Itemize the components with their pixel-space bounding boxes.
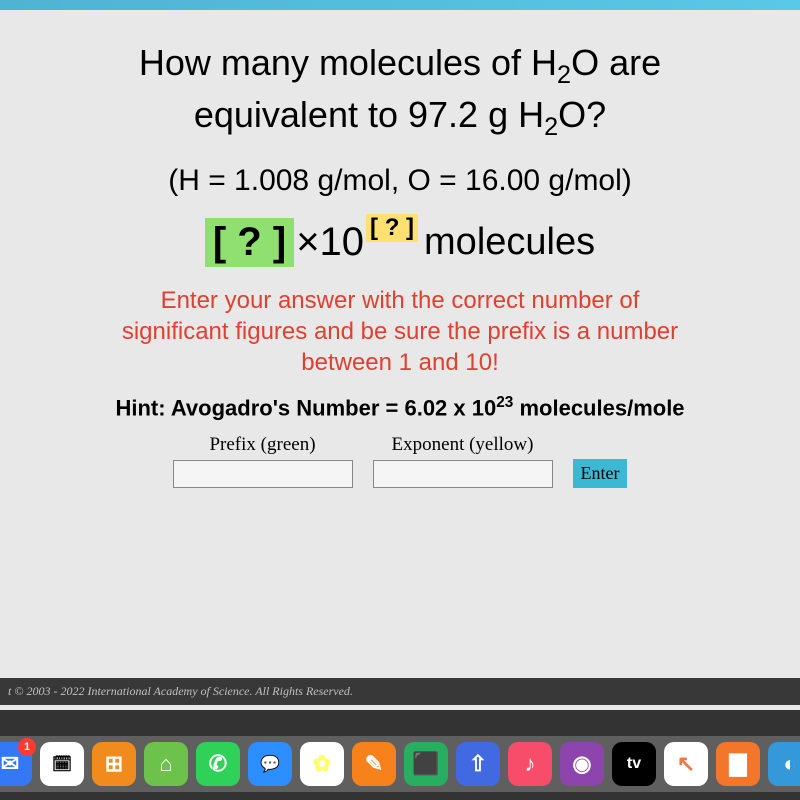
exponent-input-group: Exponent (yellow) [373, 434, 553, 488]
prefix-input[interactable] [173, 460, 353, 488]
exponent-label: Exponent (yellow) [392, 434, 534, 456]
subscript-1: 2 [557, 61, 571, 89]
hint-exponent: 23 [496, 394, 513, 411]
dock-app-icon[interactable]: 🗓 [40, 742, 84, 786]
dock-area: ⚪✉1🗓⊞⌂✆💬✿✎⬛⇧♪◉tv↖▇◐A [0, 710, 800, 800]
dock-app-icon[interactable]: ⬛ [404, 742, 448, 786]
subscript-2: 2 [544, 113, 558, 141]
dock-app-icon[interactable]: ✎ [352, 742, 396, 786]
given-values: (H = 1.008 g/mol, O = 16.00 g/mol) [70, 164, 730, 198]
question-line-1: How many molecules of H2O are [70, 40, 730, 92]
prefix-label: Prefix (green) [209, 434, 315, 456]
prefix-placeholder: [ ? ] [205, 218, 294, 267]
dock-app-icon[interactable]: ▇ [716, 742, 760, 786]
instruction-line-3: between 1 and 10! [70, 347, 730, 378]
copyright-bar: t © 2003 - 2022 International Academy of… [0, 678, 800, 705]
dock-app-icon[interactable]: ✿ [300, 742, 344, 786]
hint-suffix: molecules/mole [513, 396, 684, 421]
question-text-2b: O? [558, 94, 606, 135]
exponent-input[interactable] [373, 460, 553, 488]
question-text-1a: How many molecules of H [139, 42, 557, 83]
dock-app-icon[interactable]: tv [612, 742, 656, 786]
dock-app-icon[interactable]: ◉ [560, 742, 604, 786]
unit-label: molecules [424, 221, 595, 264]
dock-app-icon[interactable]: ◐ [768, 742, 800, 786]
dock-app-icon[interactable]: ↖ [664, 742, 708, 786]
hint-text: Hint: Avogadro's Number = 6.02 x 1023 mo… [70, 394, 730, 421]
dock-app-icon[interactable]: ⇧ [456, 742, 500, 786]
input-row: Prefix (green) Exponent (yellow) Enter [70, 434, 730, 488]
dock-app-icon[interactable]: 💬 [248, 742, 292, 786]
question-text-1b: O are [571, 42, 661, 83]
question-text-2a: equivalent to 97.2 g H [194, 94, 544, 135]
prefix-input-group: Prefix (green) [173, 434, 353, 488]
window-top-bar [0, 0, 800, 10]
dock-app-icon[interactable]: ⊞ [92, 742, 136, 786]
instruction-text: Enter your answer with the correct numbe… [70, 285, 730, 379]
instruction-line-1: Enter your answer with the correct numbe… [70, 285, 730, 316]
instruction-line-2: significant figures and be sure the pref… [70, 316, 730, 347]
content-area: How many molecules of H2O are equivalent… [0, 10, 800, 518]
dock-app-icon[interactable]: ✆ [196, 742, 240, 786]
dock-app-icon[interactable]: ♪ [508, 742, 552, 786]
times-ten: ×10 [296, 220, 364, 265]
question-line-2: equivalent to 97.2 g H2O? [70, 92, 730, 144]
notification-badge: 1 [18, 738, 36, 756]
dock-app-icon[interactable]: ⌂ [144, 742, 188, 786]
enter-button[interactable]: Enter [573, 459, 628, 488]
dock-app-icon[interactable]: ✉1 [0, 742, 32, 786]
answer-template: [ ? ]×10[ ? ]molecules [70, 218, 730, 267]
macos-dock: ⚪✉1🗓⊞⌂✆💬✿✎⬛⇧♪◉tv↖▇◐A [0, 736, 800, 792]
app-window: How many molecules of H2O are equivalent… [0, 0, 800, 800]
exponent-placeholder: [ ? ] [366, 214, 418, 242]
hint-prefix: Hint: Avogadro's Number = 6.02 x 10 [115, 396, 496, 421]
